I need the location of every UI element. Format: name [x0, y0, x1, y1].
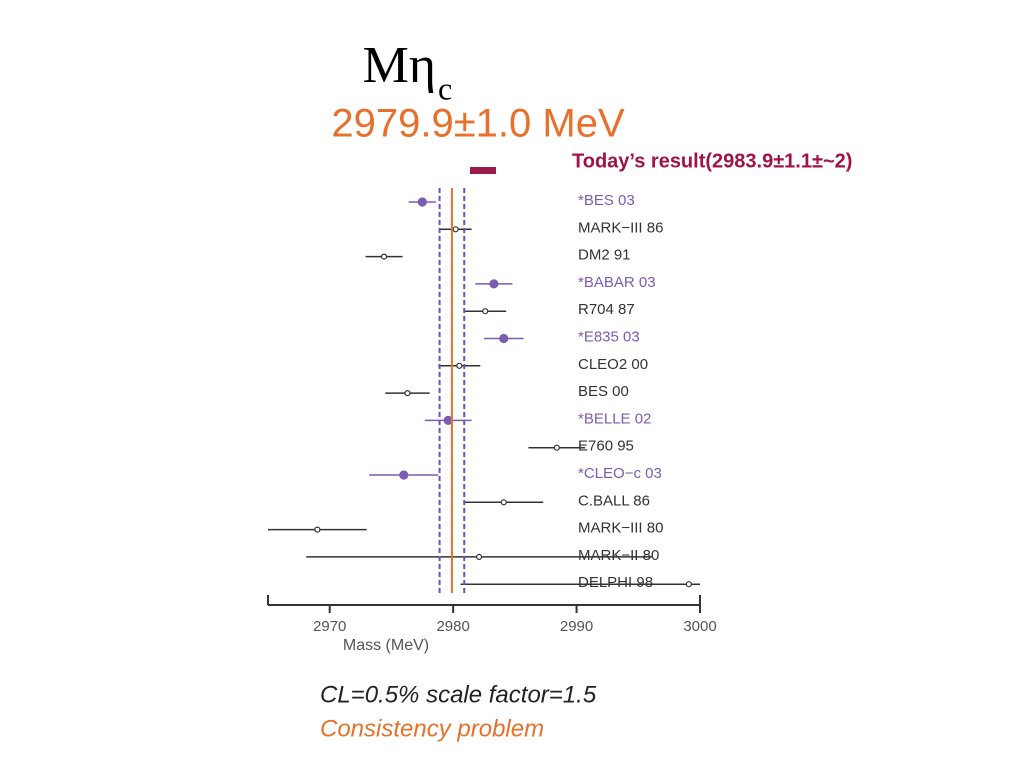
row-label: MARK−III 80	[578, 520, 663, 537]
row-label: E760 95	[578, 438, 634, 455]
x-tick-label: 2970	[313, 618, 346, 635]
data-point	[685, 581, 692, 588]
data-point	[417, 197, 427, 207]
row-label: *E835 03	[578, 328, 640, 345]
data-point	[475, 553, 483, 561]
chart-subtitle: 2979.9±1.0 MeV	[331, 102, 625, 146]
row-label: MARK−III 86	[578, 219, 663, 236]
x-tick-label: 3000	[683, 618, 716, 635]
data-point	[456, 362, 463, 369]
data-point	[452, 226, 459, 233]
plot-area	[268, 197, 700, 588]
row-label: BES 00	[578, 383, 629, 400]
row-label: CLEO2 00	[578, 356, 648, 373]
row-label: *CLEO−c 03	[578, 465, 662, 482]
data-point	[314, 526, 321, 533]
row-label: DM2 91	[578, 247, 631, 264]
row-label: *BABAR 03	[578, 274, 656, 291]
data-point	[553, 444, 560, 451]
row-label: MARK−II 80	[578, 547, 659, 564]
x-tick-label: 2990	[560, 618, 593, 635]
row-label: R704 87	[578, 301, 635, 318]
row-label: DELPHI 98	[578, 574, 653, 591]
result-marker	[470, 167, 496, 174]
row-label: *BELLE 02	[578, 410, 651, 427]
data-point	[489, 279, 499, 289]
data-point	[500, 499, 507, 506]
data-point	[482, 308, 489, 315]
annotation: Today’s result(2983.9±1.1±~2)	[572, 150, 852, 172]
data-point	[404, 390, 411, 397]
chart-title-subscript: c	[438, 70, 452, 106]
data-point	[499, 333, 509, 344]
note: CL=0.5% scale factor=1.5	[320, 681, 597, 708]
row-label: *BES 03	[578, 192, 635, 209]
data-point	[380, 253, 388, 260]
x-axis-label: Mass (MeV)	[343, 637, 429, 654]
row-label: C.BALL 86	[578, 492, 650, 509]
chart-title: Mη	[363, 37, 436, 94]
x-tick-label: 2980	[436, 618, 469, 635]
data-point	[399, 470, 409, 480]
note: Consistency problem	[320, 715, 544, 742]
